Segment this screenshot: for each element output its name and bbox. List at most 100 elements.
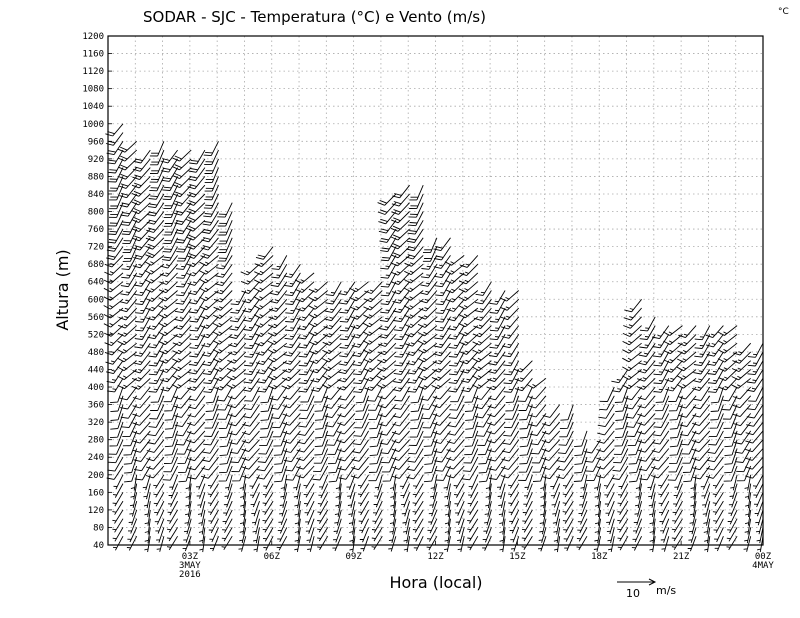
wind-barb [172,176,192,189]
wind-barb [268,299,288,312]
wind-barb [216,255,233,270]
wind-barb [149,176,165,192]
wind-barb [133,342,151,357]
wind-barb [282,395,301,409]
wind-barb [410,413,424,430]
wind-barb [444,483,451,500]
wind-barb [167,500,178,516]
wind-barb [174,404,192,418]
wind-barb [391,439,410,453]
wind-barb [162,465,179,481]
wind-barb [145,298,165,312]
wind-barb [721,386,738,402]
wind-barb [435,465,451,481]
wind-barb [119,290,138,304]
wind-barb [242,378,260,392]
wind-barb [468,483,479,499]
wind-barb [122,421,138,438]
wind-barb [270,281,288,296]
wind-barb [624,386,642,401]
wind-barb [408,202,424,218]
wind-barb [606,518,615,535]
wind-barb [693,386,711,401]
wind-barb [462,456,479,472]
wind-barb [528,386,547,400]
wind-barb [635,492,643,509]
wind-barb [576,527,588,542]
wind-barb [605,500,615,517]
wind-barb [271,255,288,270]
wind-barb [145,228,165,242]
wind-barb [378,404,397,418]
wind-barb [599,395,615,411]
wind-barb [367,395,383,411]
wind-barb [337,448,356,462]
wind-barb [406,228,424,243]
wind-barb [120,272,138,288]
wind-barb [434,272,451,288]
wind-barb [268,307,288,321]
wind-barb [448,325,465,340]
wind-barb [626,413,642,428]
wind-barb [175,255,192,270]
wind-barb [672,500,683,516]
wind-barb [371,527,383,542]
wind-barb [144,509,151,526]
wind-barb [231,457,247,473]
wind-barb [173,325,192,338]
wind-barb [132,167,151,181]
wind-barb [729,483,738,500]
wind-barb [163,448,179,464]
wind-barb [285,465,301,481]
wind-barb [208,518,219,534]
wind-barb [167,509,178,524]
wind-barb [169,474,179,490]
wind-barb [392,378,410,392]
wind-barb [272,421,288,438]
wind-barb [394,334,410,349]
wind-barb [249,483,260,499]
wind-barb [186,263,206,277]
wind-barb [203,421,219,437]
wind-barb [692,413,711,427]
wind-barb [354,404,370,421]
wind-barb [423,421,438,438]
wind-barb [339,307,356,323]
wind-barb [162,246,178,261]
wind-barb [420,272,438,287]
wind-barb [404,255,424,267]
wind-barb [432,351,451,365]
wind-barb [745,465,764,479]
wind-barb [186,430,206,444]
wind-barb [379,316,397,331]
wind-barb [377,395,397,409]
wind-barb [307,536,315,552]
wind-barb [198,509,206,526]
wind-barb [109,430,124,447]
wind-barb [676,360,697,372]
wind-barb [501,439,520,454]
wind-barb [358,509,369,525]
wind-barb [243,307,260,322]
wind-barb [391,448,410,461]
wind-barb [144,281,165,293]
wind-barb [127,518,138,534]
wind-barb [714,536,724,552]
wind-barb [338,281,356,296]
wind-barb [212,316,233,328]
wind-barb [540,501,547,517]
wind-barb [540,492,547,509]
wind-barb [295,290,315,303]
wind-barb [300,386,315,403]
wind-barb [617,518,629,533]
wind-barb [562,509,574,524]
wind-barb [744,448,764,461]
wind-barb [241,456,260,470]
wind-barb [521,535,533,551]
wind-barb [176,246,192,262]
wind-barb [557,439,574,455]
wind-barb [403,272,424,284]
wind-barb [204,158,219,174]
wind-barb [413,536,424,551]
wind-barb [559,421,574,438]
